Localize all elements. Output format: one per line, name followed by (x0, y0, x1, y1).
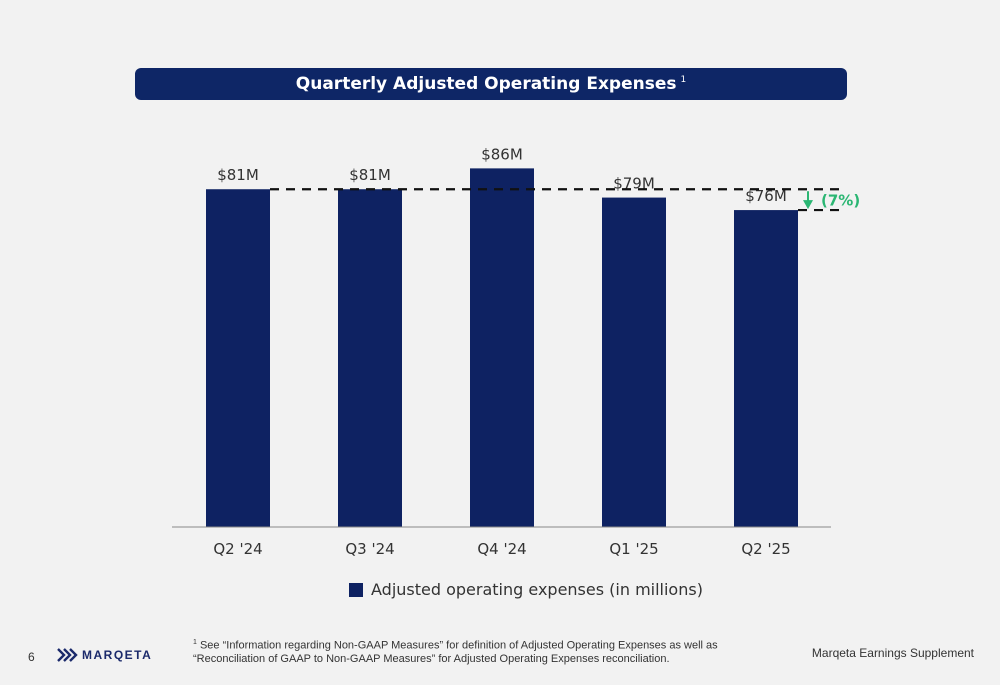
x-tick-label-0: Q2 '24 (213, 540, 262, 558)
footnote-line-1: See “Information regarding Non-GAAP Meas… (199, 639, 718, 652)
logo-text: MARQETA (82, 648, 153, 662)
chart-legend: Adjusted operating expenses (in millions… (349, 580, 703, 599)
x-tick-label-3: Q1 '25 (609, 540, 658, 558)
change-annotation-label: (7%) (821, 192, 860, 210)
title-footnote-marker: 1 (680, 75, 687, 85)
data-label-2: $86M (481, 145, 523, 163)
bar-4 (734, 210, 798, 527)
bar-2 (470, 168, 534, 527)
data-label-0: $81M (217, 166, 259, 184)
x-tick-label-4: Q2 '25 (741, 540, 790, 558)
chart-title: Quarterly Adjusted Operating Expenses (295, 74, 677, 94)
change-arrow-head (803, 200, 813, 210)
footnote-marker: 1 (193, 639, 197, 646)
bar-1 (338, 189, 402, 528)
bar-0 (206, 189, 270, 528)
footnote-line-2: “Reconciliation of GAAP to Non-GAAP Meas… (193, 652, 670, 665)
supplement-label: Marqeta Earnings Supplement (811, 646, 974, 660)
bar-3 (602, 197, 666, 527)
chart-title-bar: Quarterly Adjusted Operating Expenses 1 (135, 68, 847, 100)
x-tick-label-2: Q4 '24 (477, 540, 526, 558)
marqeta-chevrons-icon (57, 648, 78, 662)
data-label-4: $76M (745, 187, 787, 205)
legend-label: Adjusted operating expenses (in millions… (371, 580, 703, 599)
footnote: 1 See “Information regarding Non-GAAP Me… (193, 636, 753, 666)
data-label-1: $81M (349, 166, 391, 184)
page-number: 6 (28, 650, 35, 664)
data-label-3: $79M (613, 175, 655, 193)
marqeta-logo: MARQETA (56, 647, 152, 663)
x-tick-label-1: Q3 '24 (345, 540, 394, 558)
legend-swatch (349, 582, 363, 597)
